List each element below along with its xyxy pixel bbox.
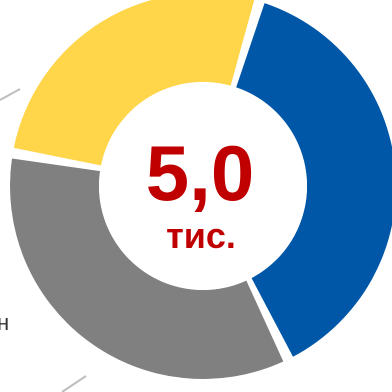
donut-hole xyxy=(99,82,307,290)
center-value: 5,0 xyxy=(146,129,254,217)
leader-line xyxy=(61,375,87,392)
donut-slice-3 xyxy=(13,0,255,166)
leader-lines xyxy=(0,88,87,392)
edge-label: н xyxy=(0,310,9,335)
donut-slice-1 xyxy=(236,3,392,357)
center-unit: тис. xyxy=(166,215,236,256)
donut-slice-2 xyxy=(10,158,284,379)
leader-line xyxy=(0,88,21,101)
donut-slices xyxy=(10,0,392,379)
